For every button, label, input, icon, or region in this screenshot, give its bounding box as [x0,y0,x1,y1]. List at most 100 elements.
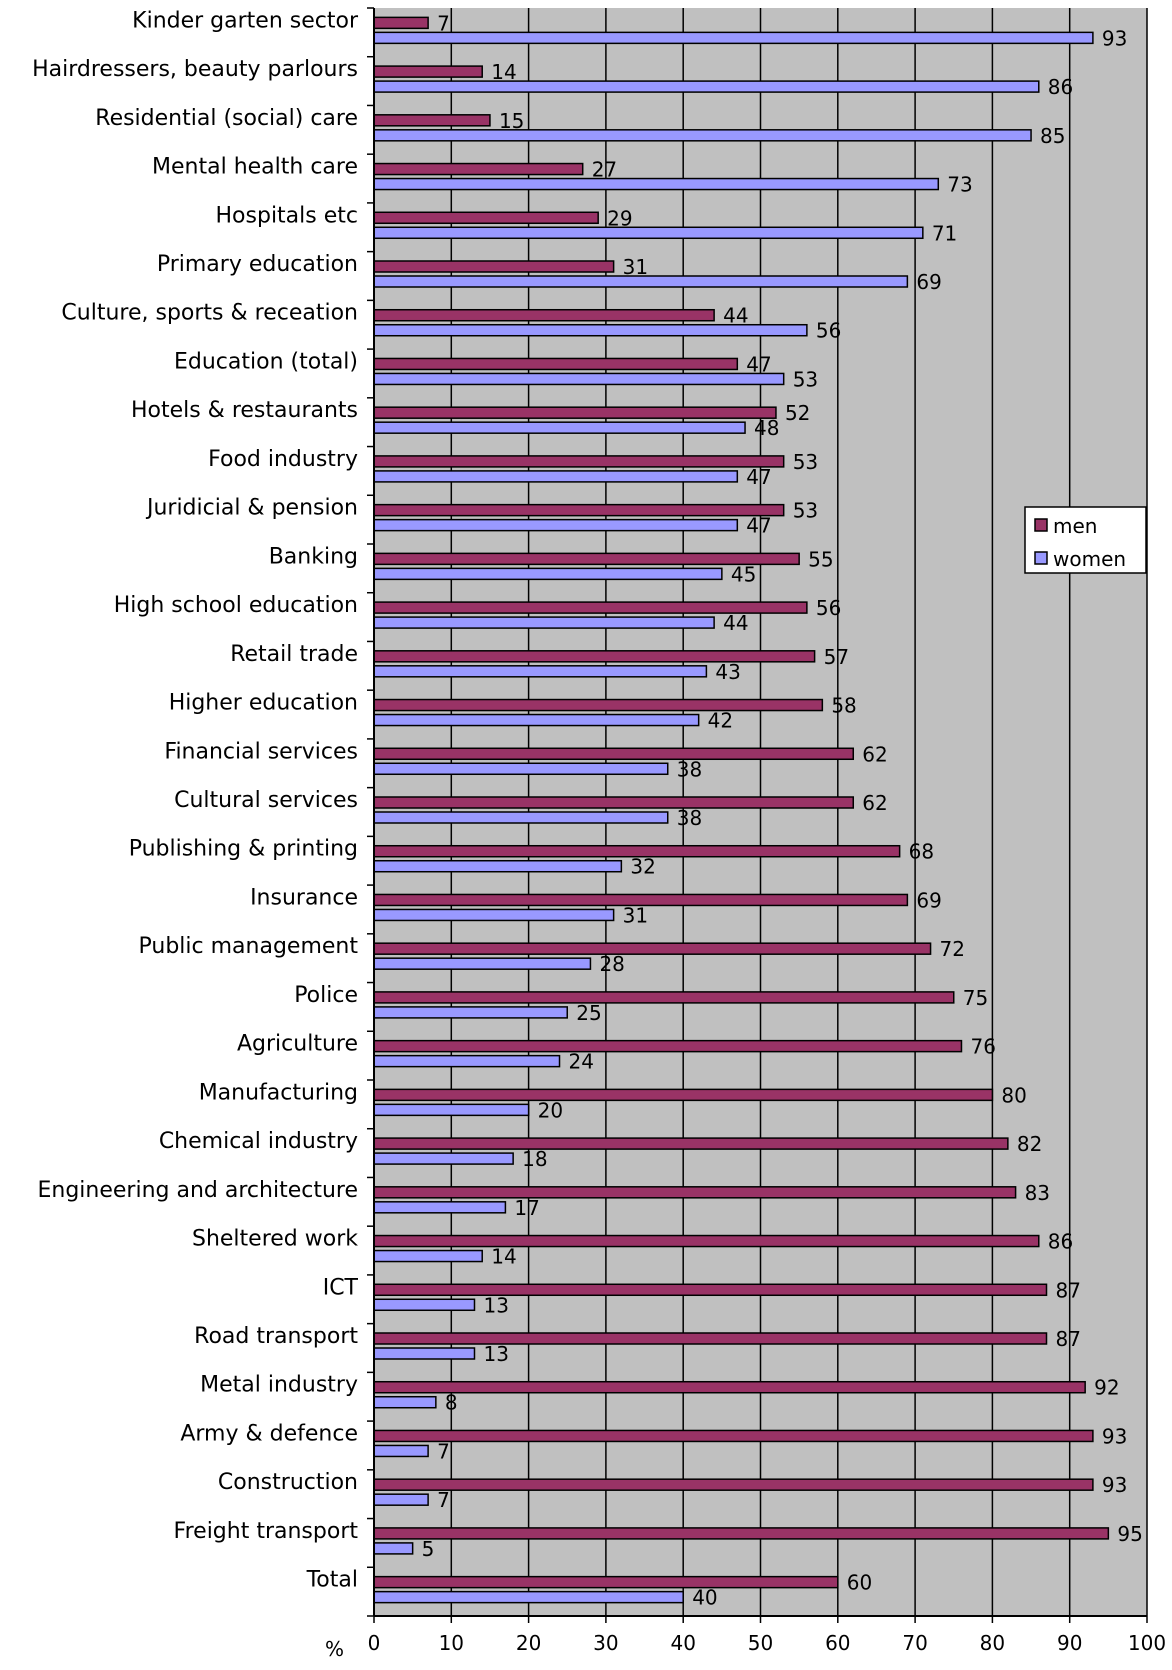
data-label-women: 38 [677,757,702,781]
x-tick-label: 90 [1057,1631,1082,1655]
category-label: Retail trade [230,642,358,667]
bar-men [373,357,739,371]
data-label-men: 47 [746,352,771,376]
value-labels: 7931486158527732971316944564753524853475… [422,11,1143,1609]
data-label-women: 8 [445,1391,458,1415]
category-label: Metal industry [200,1373,358,1398]
category-label: Sheltered work [192,1227,358,1252]
bar-men [373,942,932,955]
data-label-men: 52 [785,401,810,425]
data-label-women: 32 [630,855,655,879]
legend-label-men: men [1053,514,1097,538]
x-tick-label: 40 [670,1631,695,1655]
data-label-men: 31 [623,255,648,279]
data-label-men: 53 [793,499,818,523]
data-label-women: 47 [746,514,771,538]
bar-women [373,372,785,386]
data-label-men: 82 [1017,1132,1042,1156]
category-label: Total [306,1568,358,1593]
bar-women [373,1590,684,1604]
data-label-men: 87 [1056,1327,1081,1351]
axes: 0 10 20 30 40 50 60 70 80 90 100 [367,7,1166,1655]
bar-women [373,177,940,191]
bar-women [373,1493,429,1506]
data-label-women: 73 [947,173,972,197]
data-label-men: 55 [808,547,833,571]
data-label-women: 69 [916,270,941,294]
legend-swatch-men [1034,518,1048,532]
category-label: Higher education [169,691,358,716]
x-tick-label: 20 [516,1631,541,1655]
data-label-women: 45 [731,562,756,586]
bar-men [373,747,855,761]
bar-women [373,1444,429,1458]
bar-men [373,1332,1048,1345]
data-label-women: 43 [715,660,740,684]
bar-men [373,1283,1048,1297]
bar-men [373,991,955,1004]
bar-women [373,1054,561,1068]
bar-men [373,1575,839,1589]
data-label-women: 44 [723,611,748,635]
data-label-men: 69 [916,888,941,912]
bar-men [373,211,599,225]
legend-swatch-women [1034,551,1048,565]
category-labels: Kinder garten sector Hairdressers, beauty… [32,8,359,1592]
data-label-men: 14 [491,60,516,84]
category-label: Juridicial & pension [145,496,358,521]
data-label-women: 48 [754,416,779,440]
legend-label-women: women [1053,547,1126,571]
data-label-men: 93 [1102,1473,1127,1497]
bar-men [373,1137,1009,1150]
x-tick-label: 10 [439,1631,464,1655]
category-label: Mental health care [152,155,358,180]
bar-men [373,260,615,273]
bar-women [373,518,739,532]
data-label-men: 15 [499,109,524,133]
data-label-women: 86 [1048,75,1073,99]
category-label: Army & defence [180,1421,358,1446]
category-label: Residential (social) care [95,106,358,131]
category-label: Chemical industry [159,1129,358,1154]
data-label-women: 7 [437,1439,450,1463]
bar-women [373,1347,476,1360]
data-label-women: 20 [538,1098,563,1122]
data-label-women: 7 [437,1488,450,1512]
bar-women [373,129,1032,142]
bar-men [373,308,715,322]
data-label-women: 38 [677,806,702,830]
category-label: Publishing & printing [129,837,358,862]
bar-women [373,1103,530,1117]
data-label-men: 72 [940,937,965,961]
category-label: Manufacturing [199,1080,358,1105]
bar-men [373,162,584,176]
data-label-women: 13 [483,1293,508,1317]
data-label-men: 56 [816,596,841,620]
data-label-women: 93 [1102,26,1127,50]
bar-women [373,957,592,970]
legend: men women [1024,506,1147,574]
bar-men [373,1186,1017,1199]
data-label-women: 53 [793,367,818,391]
bar-men [373,1429,1094,1443]
bar-men [373,1039,963,1053]
data-label-women: 56 [816,319,841,343]
data-label-men: 57 [824,645,849,669]
category-label: High school education [114,593,358,618]
category-label: Engineering and architecture [38,1178,359,1203]
bar-women [373,1542,414,1555]
data-label-women: 17 [514,1196,539,1220]
category-label: Hairdressers, beauty parlours [32,57,358,82]
data-label-men: 75 [963,986,988,1010]
bar-men [373,796,855,809]
category-label: Primary education [157,252,358,277]
data-label-women: 85 [1040,124,1065,148]
x-tick-label: 70 [902,1631,927,1655]
category-label: Food industry [208,447,358,472]
x-tick-label: 50 [748,1631,773,1655]
data-label-women: 13 [483,1342,508,1366]
category-label: Public management [139,934,359,959]
bar-men [373,1088,994,1102]
